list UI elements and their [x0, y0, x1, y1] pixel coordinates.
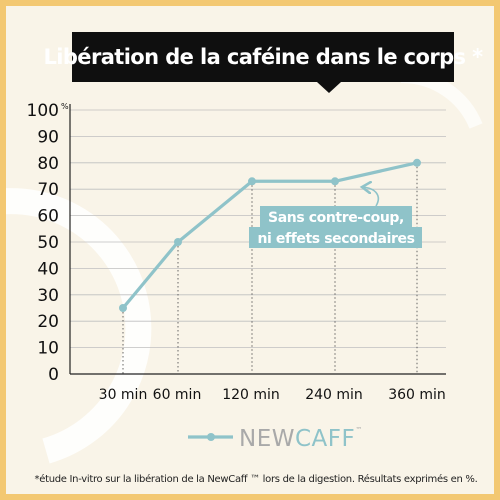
- y-tick-label: 80: [37, 154, 59, 174]
- title-banner: Libération de la caféine dans le corps *: [43, 32, 483, 93]
- data-point: [174, 238, 182, 246]
- x-tick-label: 360 min: [388, 387, 446, 403]
- annotation-box: [260, 206, 412, 227]
- annotation-box: [249, 227, 422, 248]
- chart-title: Libération de la caféine dans le corps *: [43, 32, 483, 82]
- legend-brand: NEWCAFF™: [239, 426, 363, 452]
- legend-trademark: ™: [355, 426, 363, 434]
- annotation-line-2: ni effets secondaires: [257, 231, 414, 247]
- legend-swatch-point: [207, 433, 215, 441]
- data-point: [331, 177, 339, 186]
- line-chart: 0 10 20 30 40 50 60 70 80 90 100 % 30 min 60 min 120 m…: [6, 68, 483, 464]
- y-tick-label: 50: [37, 233, 59, 253]
- y-tick-label: 40: [37, 259, 59, 279]
- y-tick-label: 70: [37, 180, 59, 200]
- annotation-arrow: [362, 187, 380, 207]
- data-point: [413, 158, 421, 167]
- x-tick-label: 240 min: [305, 387, 363, 403]
- data-point: [119, 304, 127, 312]
- y-tick-label: 30: [37, 286, 59, 306]
- footnote: *étude In-vitro sur la libération de la …: [34, 474, 478, 485]
- y-unit-label: %: [61, 102, 69, 111]
- x-tick-label: 120 min: [222, 387, 280, 403]
- y-tick-label: 20: [37, 312, 59, 332]
- y-tick-label: 90: [37, 127, 59, 147]
- y-tick-label: 10: [37, 339, 59, 359]
- series: [119, 158, 421, 312]
- grid-lines: [70, 109, 446, 349]
- title-pointer: [317, 82, 341, 93]
- axes: 0 10 20 30 40 50 60 70 80 90 100 % 30 min 60 min 120 m…: [27, 101, 446, 403]
- data-point: [248, 177, 256, 186]
- x-tick-label: 60 min: [153, 387, 202, 403]
- x-tick-label: 30 min: [99, 387, 148, 403]
- legend: NEWCAFF™: [188, 426, 363, 452]
- legend-brand-part1: NEW: [239, 426, 295, 452]
- y-tick-label: 0: [48, 365, 59, 385]
- annotation-line-1: Sans contre-coup,: [268, 210, 404, 226]
- y-tick-label: 60: [37, 207, 59, 227]
- annotation: Sans contre-coup, ni effets secondaires: [249, 187, 422, 248]
- y-tick-label: 100: [27, 101, 59, 121]
- legend-brand-part2: CAFF: [295, 426, 355, 452]
